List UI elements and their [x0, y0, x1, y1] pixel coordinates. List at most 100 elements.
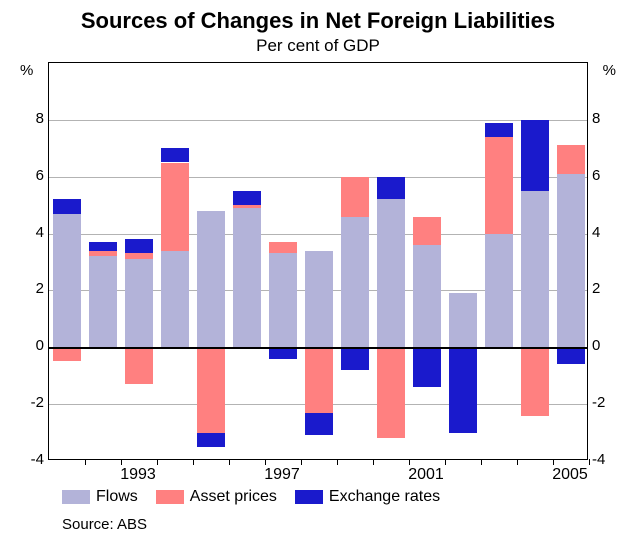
- bar-flows: [197, 211, 225, 347]
- x-tick: [121, 459, 122, 465]
- chart-container: Sources of Changes in Net Foreign Liabil…: [0, 0, 636, 545]
- bar-group: [449, 63, 477, 459]
- bar-group: [269, 63, 297, 459]
- y-axis-unit-left: %: [20, 62, 33, 79]
- bar-exchange-rates: [89, 242, 117, 251]
- bar-asset-prices-neg: [305, 347, 333, 412]
- bar-exchange-rates-neg: [269, 347, 297, 358]
- swatch-flows-icon: [62, 490, 90, 504]
- bar-flows: [557, 174, 585, 347]
- bar-flows: [521, 191, 549, 347]
- x-tick: [193, 459, 194, 465]
- y-tick-label-right: 6: [592, 167, 618, 184]
- y-tick-label-left: -2: [18, 394, 44, 411]
- chart-subtitle: Per cent of GDP: [0, 36, 636, 56]
- x-tick: [229, 459, 230, 465]
- y-tick-label-left: 8: [18, 110, 44, 127]
- bar-group: [485, 63, 513, 459]
- x-tick-label: 1993: [120, 466, 156, 484]
- bar-flows: [269, 253, 297, 347]
- bar-flows: [485, 234, 513, 348]
- bar-flows: [161, 251, 189, 348]
- swatch-exchange-rates-icon: [295, 490, 323, 504]
- bar-exchange-rates-neg: [413, 347, 441, 387]
- bar-group: [233, 63, 261, 459]
- bar-exchange-rates-neg: [449, 347, 477, 432]
- bar-asset-prices: [341, 177, 369, 217]
- bar-asset-prices: [161, 163, 189, 251]
- x-tick: [409, 459, 410, 465]
- bar-exchange-rates: [53, 199, 81, 213]
- y-tick-label-right: 0: [592, 337, 618, 354]
- y-tick-label-left: 4: [18, 224, 44, 241]
- legend-item-asset-prices: Asset prices: [156, 488, 277, 506]
- bar-asset-prices: [125, 253, 153, 259]
- legend-label-asset-prices: Asset prices: [190, 488, 277, 506]
- x-tick: [157, 459, 158, 465]
- x-tick: [337, 459, 338, 465]
- x-tick-label: 2001: [408, 466, 444, 484]
- legend-label-flows: Flows: [96, 488, 138, 506]
- x-tick-label: 1997: [264, 466, 300, 484]
- source-text: Source: ABS: [62, 516, 147, 533]
- y-axis-unit-right: %: [603, 62, 616, 79]
- bar-asset-prices: [413, 217, 441, 245]
- x-tick: [481, 459, 482, 465]
- x-tick: [373, 459, 374, 465]
- bar-group: [521, 63, 549, 459]
- bar-group: [377, 63, 405, 459]
- y-tick-label-left: 6: [18, 167, 44, 184]
- bar-flows: [305, 251, 333, 348]
- bar-group: [197, 63, 225, 459]
- y-tick-label-right: 2: [592, 280, 618, 297]
- legend-item-exchange-rates: Exchange rates: [295, 488, 440, 506]
- bar-group: [413, 63, 441, 459]
- y-tick-label-right: -4: [592, 451, 618, 468]
- bar-flows: [89, 256, 117, 347]
- bar-group: [89, 63, 117, 459]
- swatch-asset-prices-icon: [156, 490, 184, 504]
- bar-exchange-rates: [125, 239, 153, 253]
- bar-exchange-rates-neg: [305, 413, 333, 436]
- zero-line: [49, 347, 587, 349]
- x-tick: [517, 459, 518, 465]
- legend-item-flows: Flows: [62, 488, 138, 506]
- bar-exchange-rates-neg: [341, 347, 369, 370]
- bar-group: [125, 63, 153, 459]
- bar-exchange-rates: [377, 177, 405, 200]
- y-tick-label-left: 0: [18, 337, 44, 354]
- bar-flows: [125, 259, 153, 347]
- y-tick-label-right: -2: [592, 394, 618, 411]
- bar-group: [53, 63, 81, 459]
- x-tick: [265, 459, 266, 465]
- bar-flows: [413, 245, 441, 347]
- bar-asset-prices-neg: [377, 347, 405, 438]
- y-tick-label-left: -4: [18, 451, 44, 468]
- bar-asset-prices: [269, 242, 297, 253]
- bar-exchange-rates: [485, 123, 513, 137]
- bar-flows: [233, 208, 261, 347]
- y-tick-label-right: 4: [592, 224, 618, 241]
- bar-asset-prices: [557, 145, 585, 173]
- bar-exchange-rates: [233, 191, 261, 205]
- x-tick: [589, 459, 590, 465]
- bar-group: [305, 63, 333, 459]
- chart-title: Sources of Changes in Net Foreign Liabil…: [0, 8, 636, 34]
- x-tick: [85, 459, 86, 465]
- bar-flows: [53, 214, 81, 348]
- bar-asset-prices: [485, 137, 513, 234]
- y-tick-label-right: 8: [592, 110, 618, 127]
- legend-label-exchange-rates: Exchange rates: [329, 488, 440, 506]
- bar-group: [161, 63, 189, 459]
- bar-asset-prices-neg: [197, 347, 225, 432]
- y-tick-label-left: 2: [18, 280, 44, 297]
- bar-asset-prices-neg: [521, 347, 549, 415]
- bar-flows: [341, 217, 369, 348]
- bar-group: [557, 63, 585, 459]
- x-tick: [553, 459, 554, 465]
- x-tick-label: 2005: [552, 466, 588, 484]
- bar-flows: [449, 293, 477, 347]
- x-tick: [301, 459, 302, 465]
- bar-group: [341, 63, 369, 459]
- bar-asset-prices: [89, 251, 117, 257]
